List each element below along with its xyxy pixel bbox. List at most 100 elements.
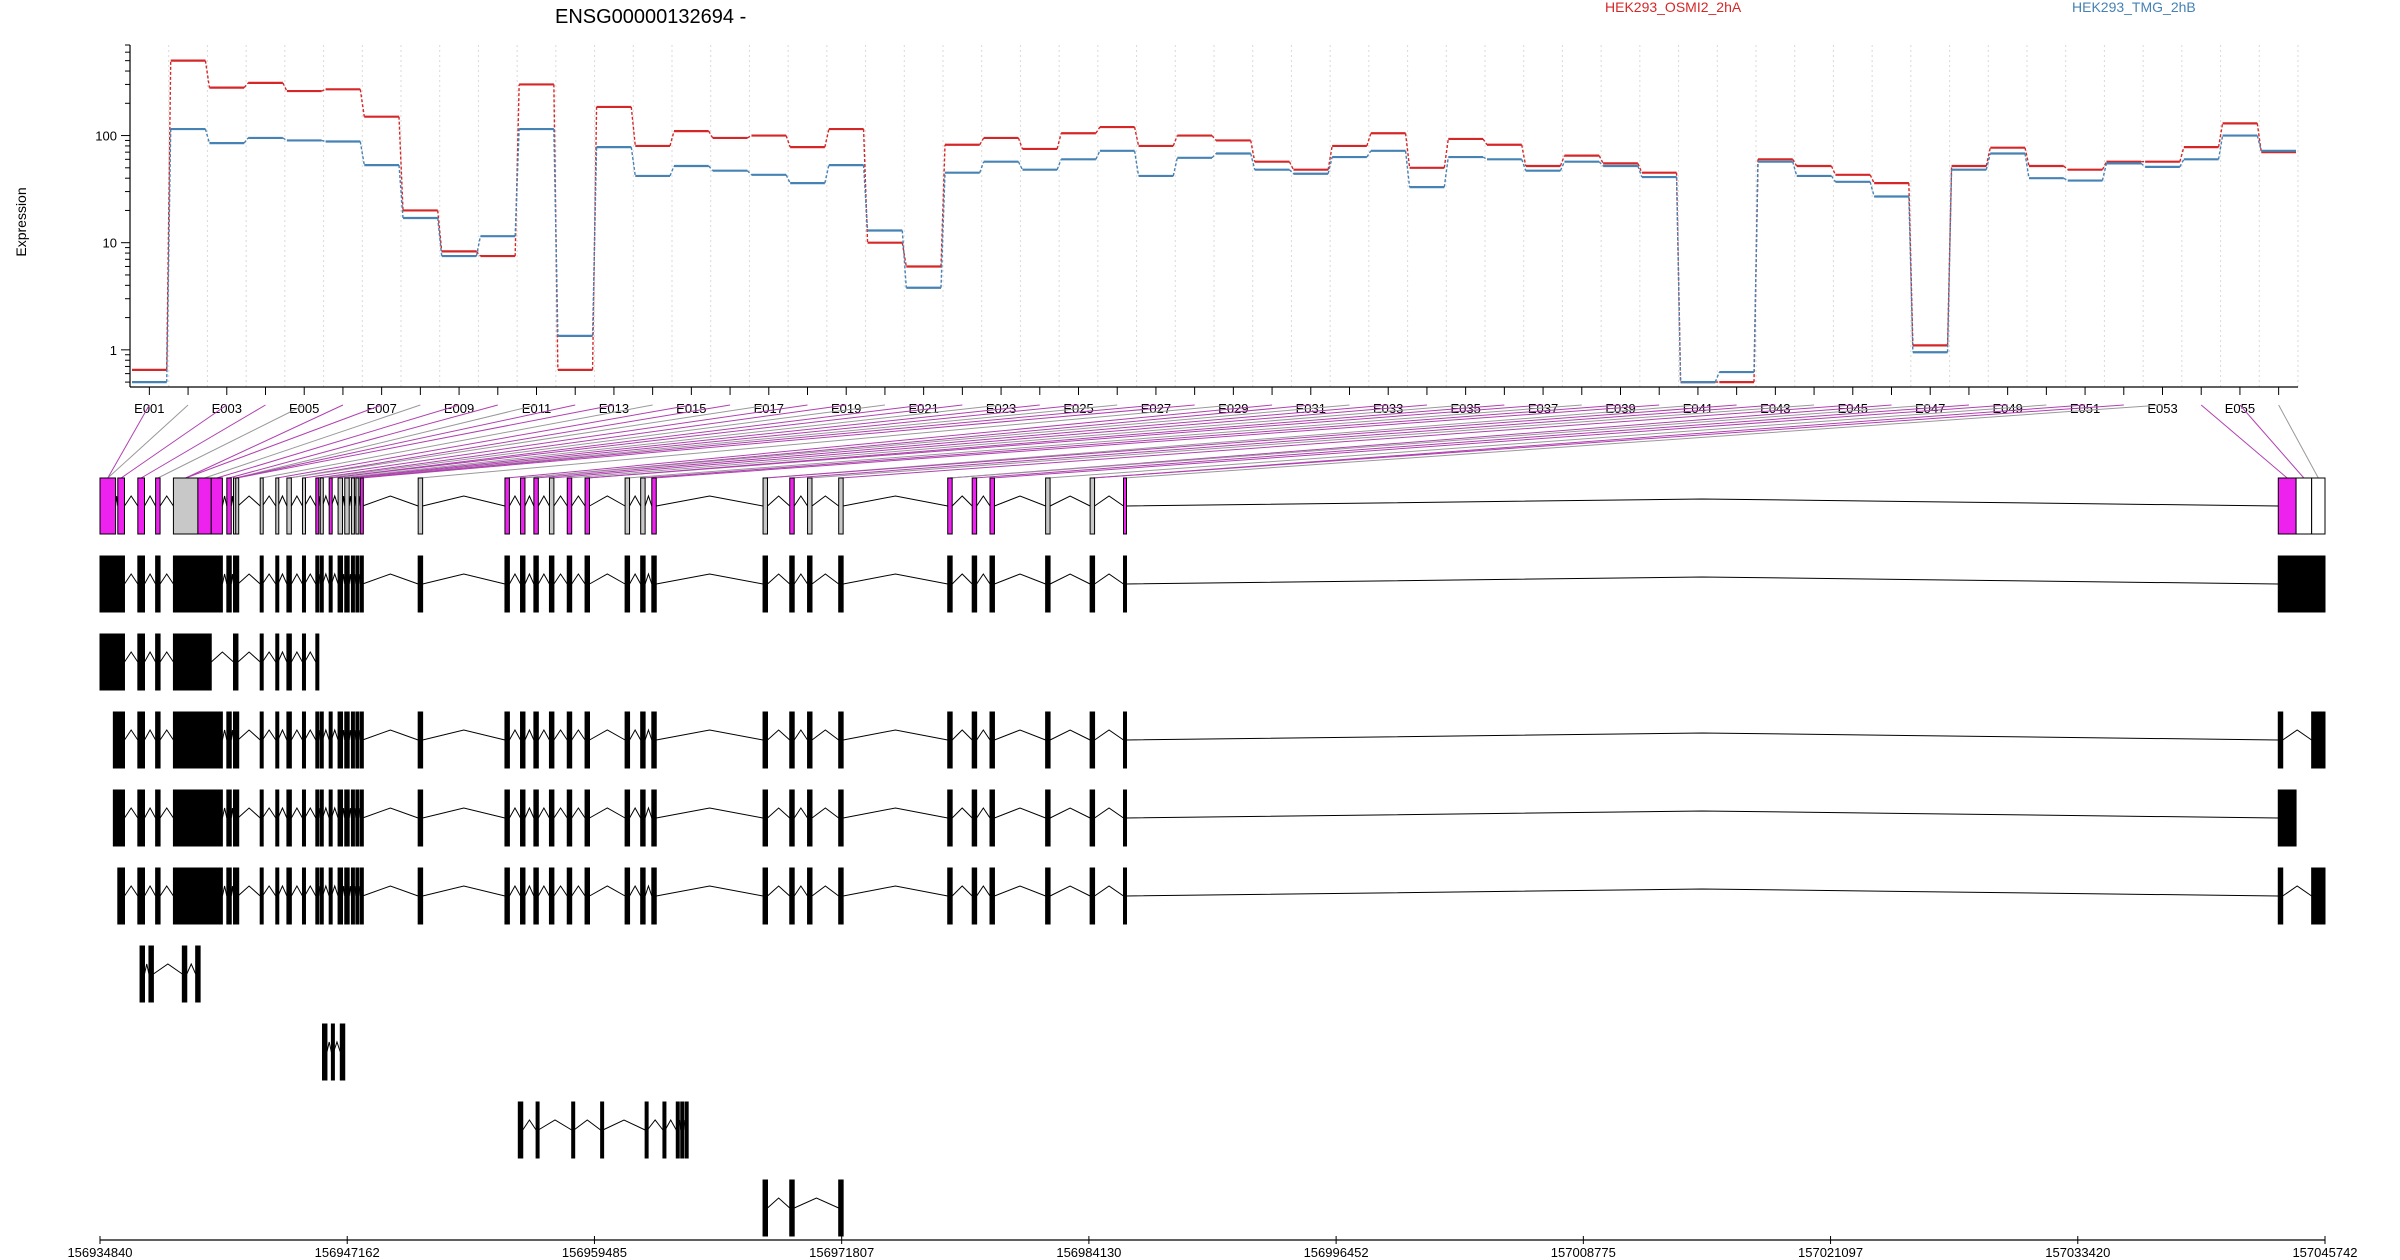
exon-bin: [504, 477, 510, 535]
transcript-exon: [651, 555, 657, 613]
exon-bin-track: [99, 477, 2326, 535]
exon-bin: [989, 477, 995, 535]
transcript-exon: [989, 789, 995, 847]
intron-line: [144, 572, 157, 585]
intron-line: [422, 729, 506, 741]
transcript-exon: [235, 789, 240, 847]
transcript-exon: [1089, 867, 1096, 925]
intron-line: [538, 1119, 572, 1131]
legend-entry-series-1: HEK293_OSMI2_2hA: [1605, 0, 1742, 15]
intron-line: [767, 495, 791, 507]
transcript-exon: [344, 555, 350, 613]
intron-line: [1125, 732, 2279, 741]
intron-line: [221, 495, 228, 507]
exon-connector: [204, 404, 421, 479]
intron-line: [656, 885, 764, 897]
genomic-coordinate-axis: 156934840 156947162 156959485 156971807 1569…: [67, 1236, 2358, 1260]
intron-line: [793, 1197, 839, 1209]
intron-line: [553, 885, 568, 897]
transcript-exon: [337, 711, 344, 769]
transcript-exon: [947, 711, 953, 769]
transcript-exon: [359, 867, 364, 925]
intron-line: [124, 651, 139, 663]
exon-connector: [361, 404, 1195, 479]
transcript-exon: [359, 711, 364, 769]
intron-line: [277, 572, 288, 585]
intron-line: [1094, 573, 1124, 585]
intron-line: [537, 728, 550, 741]
genomic-tick-label: 156984130: [1056, 1245, 1121, 1260]
transcript-exon: [644, 1101, 649, 1159]
transcript-exon: [789, 1179, 795, 1237]
exon-bin: [259, 477, 264, 535]
transcript-exon: [315, 789, 320, 847]
exon-bin: [971, 477, 978, 535]
exon-connector: [840, 404, 1853, 479]
intron-line: [524, 806, 535, 819]
intron-line: [767, 729, 791, 741]
exon-connector: [569, 404, 1466, 479]
exon-connector: [809, 404, 1815, 479]
transcript-exon: [624, 867, 631, 925]
transcript-exon: [301, 711, 306, 769]
transcript-exon: [571, 1101, 576, 1159]
intron-line: [843, 495, 948, 507]
exon-connector: [316, 404, 847, 479]
intron-line: [553, 573, 568, 585]
transcript-exon: [838, 555, 844, 613]
x-tick-label: E051: [2070, 401, 2100, 416]
intron-line: [1094, 495, 1124, 507]
transcript-exon: [651, 789, 657, 847]
transcript-7: [322, 1023, 346, 1081]
transcript-exon: [504, 555, 510, 613]
intron-line: [602, 1119, 646, 1131]
intron-line: [237, 885, 261, 897]
transcript-exon: [640, 711, 646, 769]
exon-connector: [765, 404, 1737, 479]
exon-connector: [216, 404, 460, 479]
transcript-exon: [286, 633, 292, 691]
intron-line: [362, 807, 419, 819]
exon-bin: [520, 477, 526, 535]
exon-bin: [807, 477, 813, 535]
intron-line: [262, 807, 277, 819]
transcript-exon: [337, 867, 344, 925]
exon-bin: [315, 477, 320, 535]
intron-line: [994, 729, 1046, 741]
exon-connector: [107, 404, 189, 479]
transcript-exon: [197, 711, 212, 769]
intron-line: [522, 1119, 537, 1131]
intron-line: [422, 495, 506, 507]
x-tick-label: E015: [676, 401, 706, 416]
y-axis-label: Expression: [13, 187, 29, 256]
transcript-exon: [137, 867, 145, 925]
transcript-exon: [789, 789, 795, 847]
transcript-exon: [210, 711, 223, 769]
intron-line: [221, 573, 228, 585]
transcript-exon: [319, 789, 324, 847]
intron-line: [508, 728, 521, 741]
exon-connector: [120, 404, 228, 479]
transcript-exon: [789, 555, 795, 613]
transcript-exon: [584, 711, 590, 769]
intron-line: [976, 885, 991, 897]
genomic-tick-label: 157008775: [1551, 1245, 1616, 1260]
intron-line: [362, 885, 419, 897]
series-lines: [132, 59, 2296, 384]
intron-line: [277, 884, 288, 897]
transcript-exon: [1045, 867, 1051, 925]
transcript-exon: [947, 555, 953, 613]
exon-connector: [140, 404, 266, 479]
x-tick-label: E037: [1528, 401, 1558, 416]
intron-line: [811, 573, 839, 585]
intron-line: [144, 494, 157, 507]
exon-bin: [1045, 477, 1051, 535]
transcript-exon: [117, 711, 125, 769]
intron-line: [304, 806, 317, 819]
genomic-tick-label: 157033420: [2045, 1245, 2110, 1260]
intron-line: [644, 728, 653, 741]
transcript-exon: [210, 867, 223, 925]
transcript-exon: [566, 789, 573, 847]
transcript-exon: [566, 867, 573, 925]
intron-line: [629, 572, 642, 585]
